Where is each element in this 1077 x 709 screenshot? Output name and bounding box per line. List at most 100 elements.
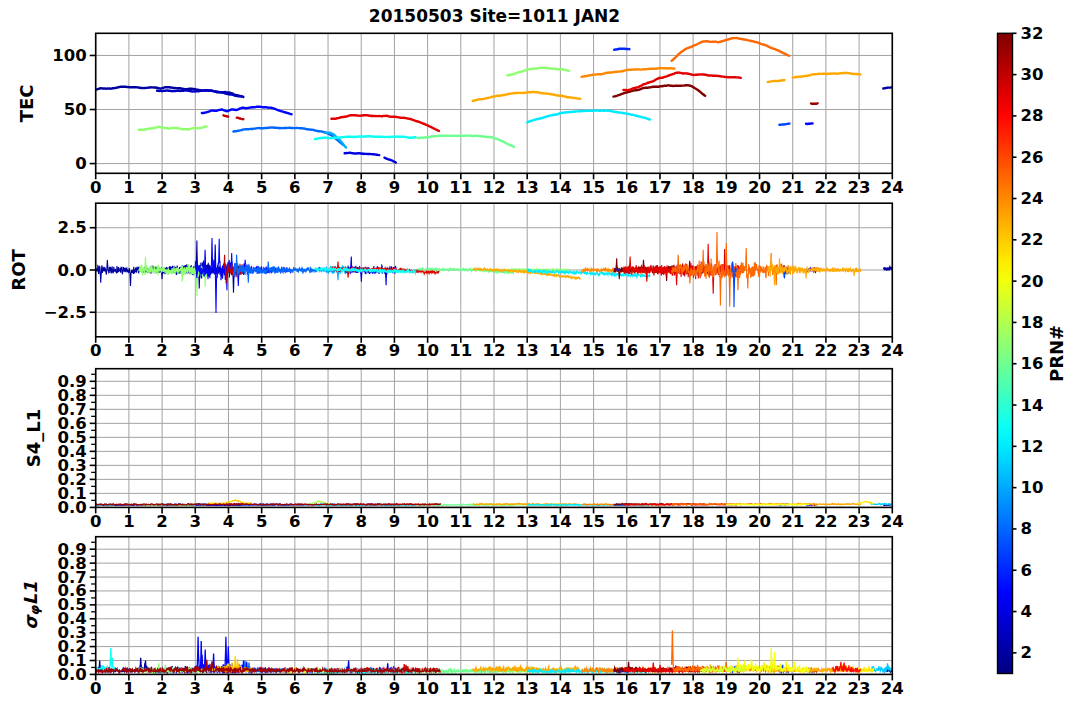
x-tick-label: 23 xyxy=(848,679,871,698)
x-tick-label: 4 xyxy=(223,679,234,698)
x-tick-label: 15 xyxy=(582,512,605,531)
x-tick-label: 12 xyxy=(483,178,506,197)
x-tick-label: 10 xyxy=(416,178,439,197)
x-tick-label: 16 xyxy=(615,178,638,197)
colorbar-tick-label: 22 xyxy=(1021,230,1044,249)
x-tick-label: 18 xyxy=(682,341,705,360)
colorbar-tick-label: 4 xyxy=(1021,602,1032,621)
x-tick-label: 19 xyxy=(715,178,738,197)
y-tick-label: 2.5 xyxy=(57,218,86,237)
colorbar-tick-label: 8 xyxy=(1021,519,1032,538)
colorbar: 2468101214161820222426283032PRN# xyxy=(998,24,1068,674)
x-tick-label: 14 xyxy=(549,178,572,197)
tec-series-prn-17 xyxy=(507,68,569,76)
x-tick-label: 11 xyxy=(449,341,472,360)
x-tick-label: 4 xyxy=(223,341,234,360)
x-tick-label: 9 xyxy=(389,341,400,360)
x-tick-label: 4 xyxy=(223,178,234,197)
x-tick-label: 11 xyxy=(449,512,472,531)
colorbar-label: PRN# xyxy=(1047,325,1068,382)
x-tick-label: 13 xyxy=(516,178,539,197)
x-tick-label: 3 xyxy=(190,341,201,360)
x-tick-label: 12 xyxy=(483,341,506,360)
tec-series-prn-8 xyxy=(233,128,343,145)
x-tick-label: 21 xyxy=(781,512,804,531)
s4-series-prn-21 xyxy=(857,502,874,504)
y-axis-label-tec: TEC xyxy=(17,84,38,122)
x-tick-label: 10 xyxy=(416,341,439,360)
x-tick-label: 6 xyxy=(289,512,300,531)
tec-series-prn-29 xyxy=(623,72,741,90)
x-tick-label: 9 xyxy=(389,178,400,197)
x-tick-label: 15 xyxy=(582,341,605,360)
tec-series-prn-2 xyxy=(883,87,892,88)
tec-series-prn-24 xyxy=(582,68,675,77)
x-tick-label: 5 xyxy=(256,341,267,360)
panel-tec: 0123456789101112131415161718192021222324… xyxy=(17,33,904,197)
x-tick-label: 18 xyxy=(682,512,705,531)
colorbar-tick-label: 32 xyxy=(1021,24,1044,43)
colorbar-tick-label: 6 xyxy=(1021,561,1032,580)
x-tick-label: 24 xyxy=(881,341,904,360)
x-tick-label: 20 xyxy=(748,512,771,531)
x-tick-label: 19 xyxy=(715,512,738,531)
x-tick-label: 17 xyxy=(648,341,671,360)
x-tick-label: 22 xyxy=(814,679,837,698)
x-tick-label: 17 xyxy=(648,178,671,197)
x-tick-label: 22 xyxy=(814,178,837,197)
x-tick-label: 14 xyxy=(549,341,572,360)
chart-canvas: 0123456789101112131415161718192021222324… xyxy=(0,0,1077,709)
colorbar-tick-label: 28 xyxy=(1021,106,1044,125)
panel-s4: 0123456789101112131415161718192021222324… xyxy=(24,369,904,531)
x-tick-label: 1 xyxy=(123,512,134,531)
x-tick-label: 23 xyxy=(848,512,871,531)
x-tick-label: 16 xyxy=(615,341,638,360)
tec-series-prn-17 xyxy=(139,126,207,129)
x-tick-label: 0 xyxy=(90,679,101,698)
colorbar-tick-label: 18 xyxy=(1021,313,1044,332)
x-tick-label: 13 xyxy=(516,679,539,698)
y-tick-label: 0.0 xyxy=(57,261,86,280)
x-tick-label: 11 xyxy=(449,178,472,197)
colorbar-tick-label: 24 xyxy=(1021,189,1044,208)
y-axis-label-sigma: σφL1 xyxy=(20,581,42,629)
grid-sigma xyxy=(96,537,893,675)
y-tick-label: 100 xyxy=(52,46,86,65)
tec-series-prn-31 xyxy=(811,103,818,104)
y-axis-label-s4: S4_L1 xyxy=(24,409,45,467)
x-tick-label: 21 xyxy=(781,341,804,360)
tec-series-prn-23 xyxy=(793,73,861,78)
x-tick-label: 12 xyxy=(483,512,506,531)
x-tick-label: 17 xyxy=(648,679,671,698)
grid-s4 xyxy=(96,369,893,508)
x-tick-label: 2 xyxy=(156,679,167,698)
x-tick-label: 24 xyxy=(881,679,904,698)
y-tick-label: 0.9 xyxy=(57,372,86,391)
x-tick-label: 13 xyxy=(516,512,539,531)
x-tick-label: 9 xyxy=(389,512,400,531)
colorbar-tick-label: 26 xyxy=(1021,148,1044,167)
s4-series-prn-31 xyxy=(96,504,441,505)
x-tick-label: 1 xyxy=(123,341,134,360)
tec-series-prn-4 xyxy=(345,153,380,155)
tec-series-prn-29 xyxy=(331,115,439,131)
x-tick-label: 19 xyxy=(715,341,738,360)
tec-series-prn-7 xyxy=(779,124,789,125)
x-tick-label: 8 xyxy=(355,679,366,698)
tec-series-prn-6 xyxy=(614,49,629,50)
figure: 20150503 Site=1011 JAN2 0123456789101112… xyxy=(0,0,1077,709)
x-tick-label: 3 xyxy=(190,512,201,531)
x-tick-label: 6 xyxy=(289,178,300,197)
x-tick-label: 14 xyxy=(549,679,572,698)
panel-rot: 0123456789101112131415161718192021222324… xyxy=(8,203,904,360)
x-tick-label: 11 xyxy=(449,679,472,698)
y-tick-label: 0 xyxy=(75,154,86,173)
y-tick-label: −2.5 xyxy=(44,303,87,322)
x-tick-label: 12 xyxy=(483,679,506,698)
colorbar-tick-label: 16 xyxy=(1021,354,1044,373)
x-tick-label: 24 xyxy=(881,178,904,197)
tec-series-prn-30 xyxy=(224,115,229,116)
x-tick-label: 3 xyxy=(190,178,201,197)
tec-series-prn-5 xyxy=(202,107,292,115)
colorbar-tick-label: 30 xyxy=(1021,65,1044,84)
